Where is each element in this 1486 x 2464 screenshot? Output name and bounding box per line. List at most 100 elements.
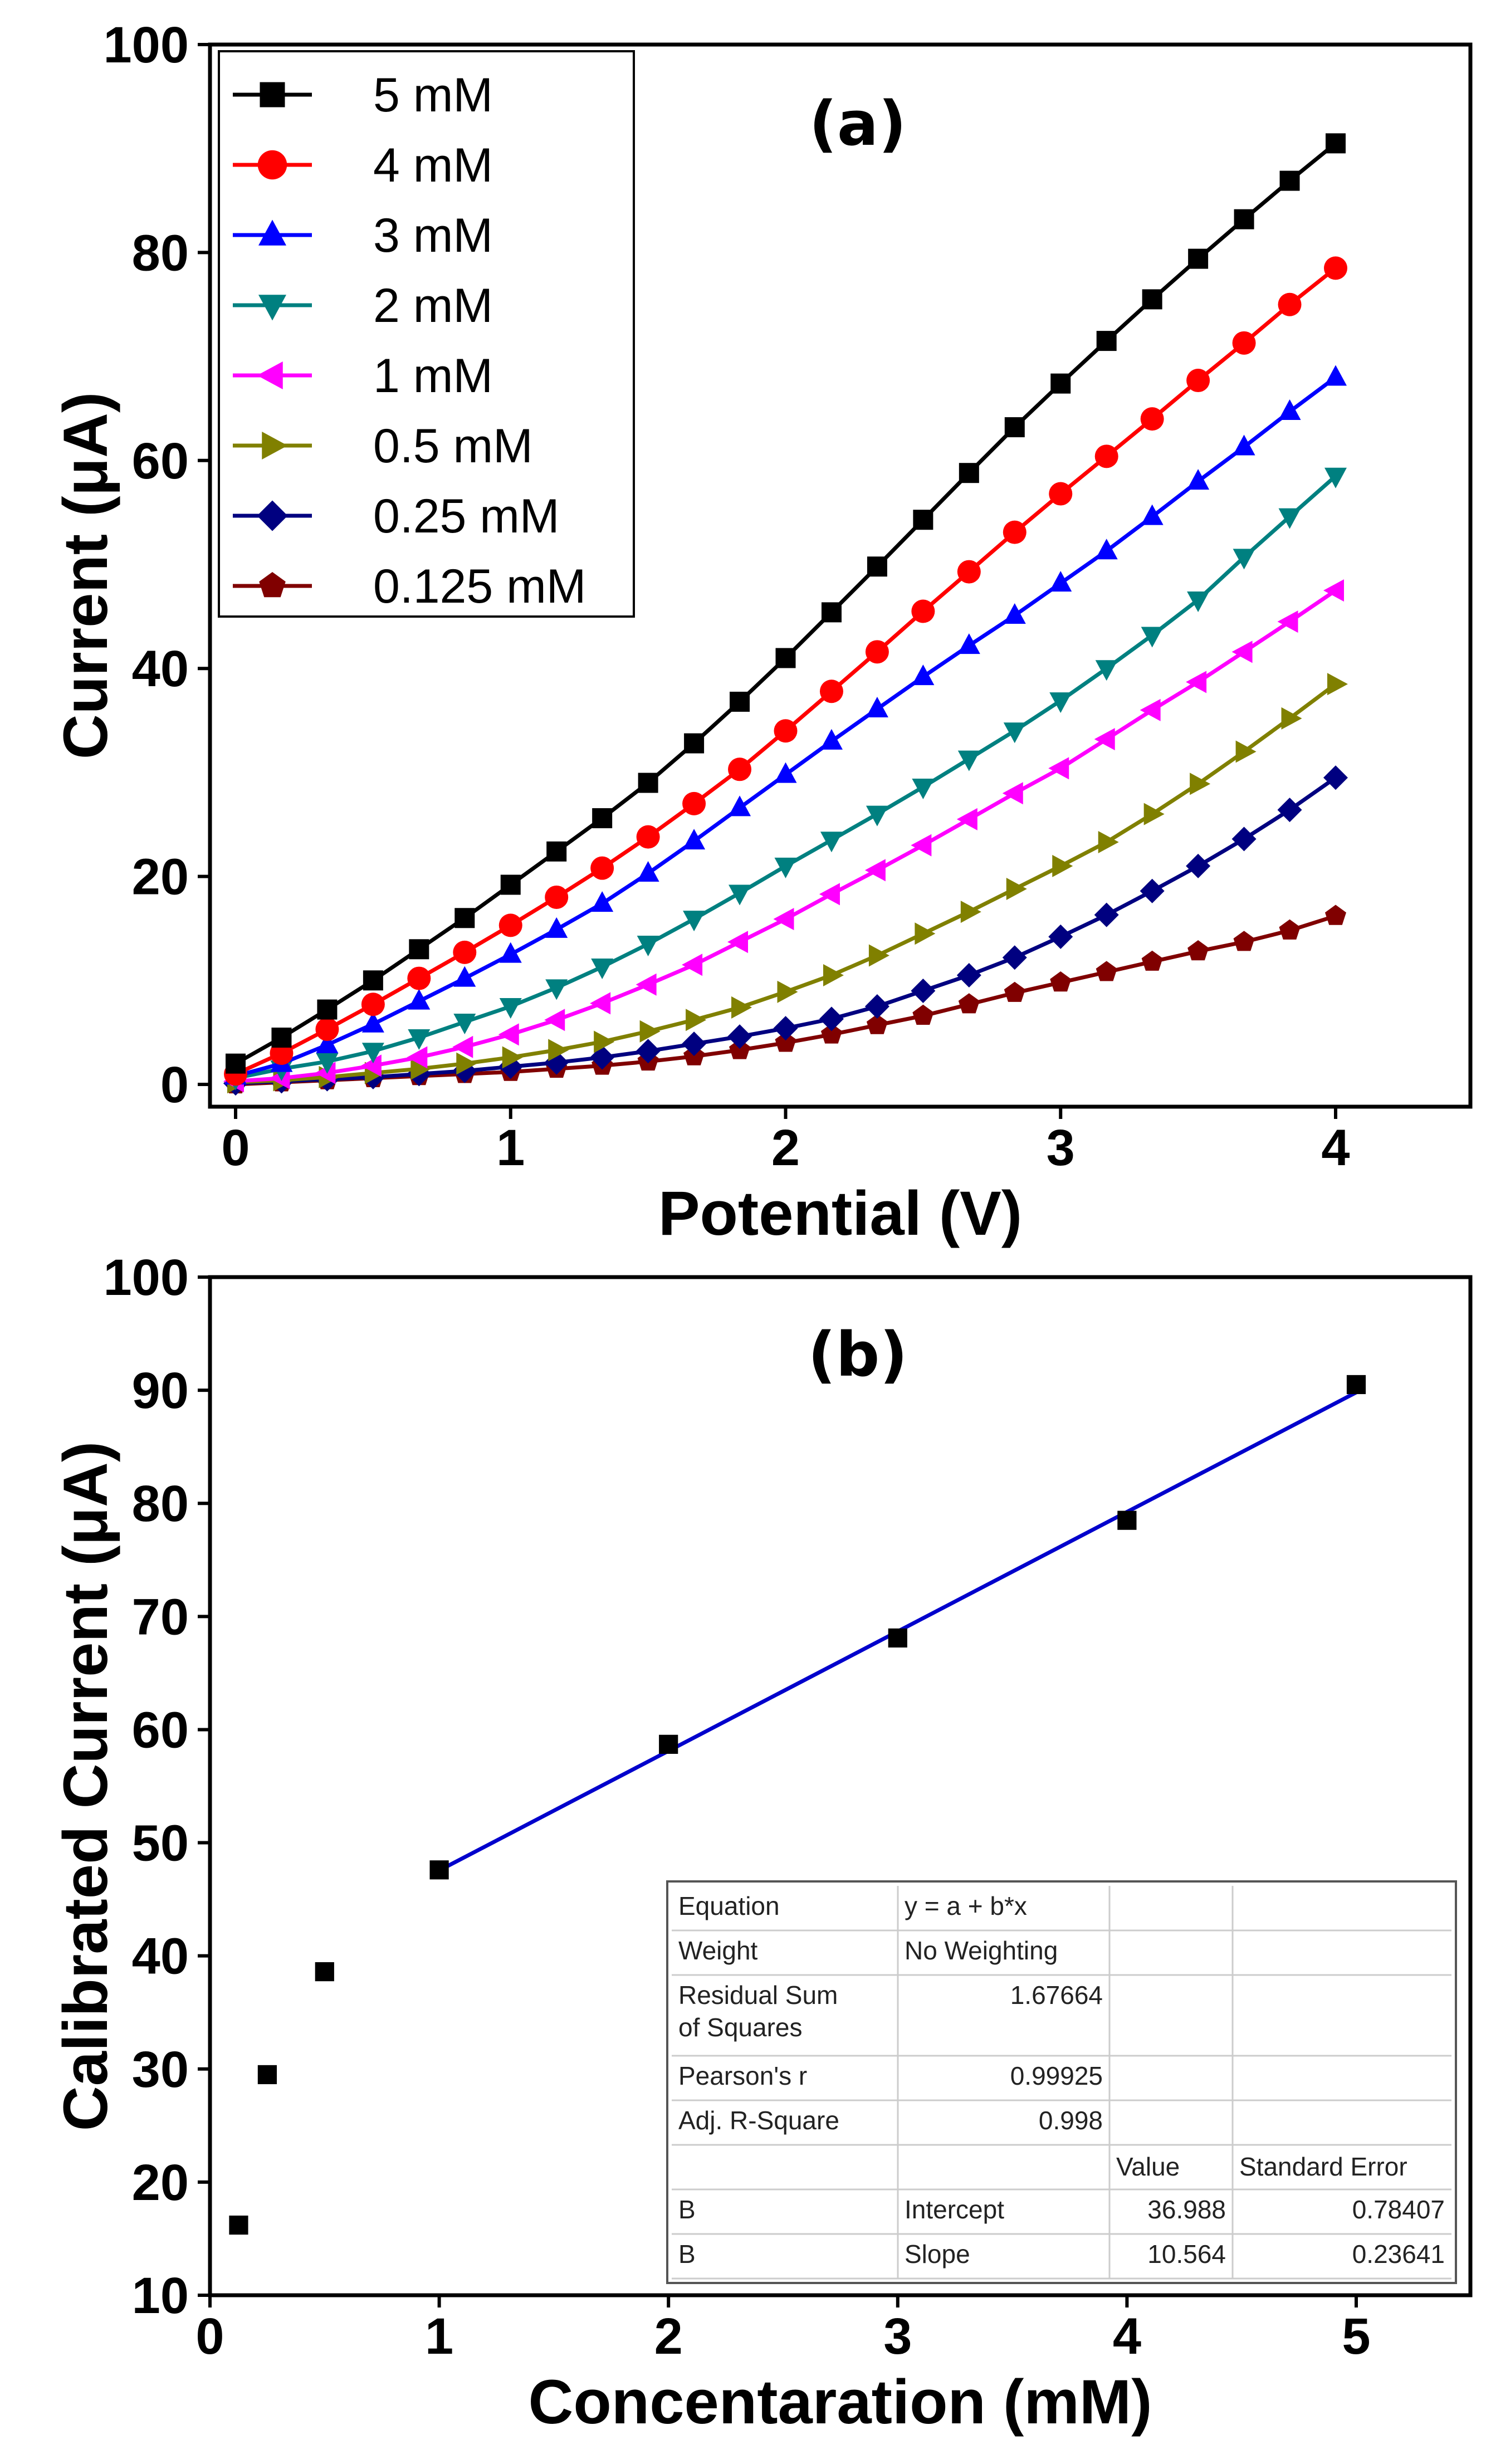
y-tick-label: 60 [132,1702,189,1758]
y-tick-label: 0 [160,1057,189,1113]
data-point [1049,571,1072,592]
data-point [866,805,888,827]
data-point [727,931,749,954]
data-point [407,966,431,990]
legend-label: 5 mM [373,69,493,122]
fit-results-table: Equation y = a + b*x Weight No Weighting Res… [666,1880,1457,2284]
data-point [498,1023,519,1046]
legend-marker [257,500,288,531]
legend-item: 2 mM [233,279,493,333]
plot-frame [208,42,1473,1109]
data-point [912,1004,934,1025]
legend-item: 5 mM [233,69,493,122]
data-point [1002,945,1027,970]
data-point [1003,722,1026,744]
data-point [407,1046,428,1069]
data-point [820,1023,842,1044]
data-point [1096,331,1117,351]
data-point [888,1628,907,1648]
data-point [408,989,431,1010]
data-point [1278,508,1301,529]
data-point [682,954,703,976]
table-row: Weight No Weighting [672,1936,1451,1976]
data-point [1278,292,1302,316]
x-tick-label: 0 [195,2308,224,2365]
data-point [1094,902,1119,927]
data-point [546,841,567,862]
data-point [315,1962,334,1982]
data-point [361,993,385,1016]
data-point [1141,627,1164,648]
data-point [868,944,889,967]
table-cell: Equation [678,1891,780,1920]
table-cell: 0.99925 [1010,2061,1103,2090]
data-point [545,917,568,938]
data-point [729,1039,751,1059]
data-point [777,980,798,1003]
data-point [1095,660,1118,681]
data-point [1231,641,1253,663]
data-point [866,1014,888,1034]
legend-label: 0.125 mM [373,560,586,613]
y-tick-label: 40 [132,1928,189,1985]
y-tick-label: 90 [132,1362,189,1419]
data-point [456,1052,477,1075]
x-tick-label: 1 [496,1119,525,1176]
table-cell: Residual Sum of Squares [678,1981,838,2042]
legend-marker [259,572,286,598]
data-point [1234,209,1254,229]
data-point [864,994,889,1019]
data-point [729,884,751,906]
series-1-mM [223,579,1344,1093]
data-point [1326,133,1346,154]
legend: 5 mM 4 mM 3 mM 2 mM 1 mM 0.5 mM 0.25 mM 0.125 m… [218,50,635,618]
y-tick-label: 100 [104,17,189,74]
data-point [774,857,797,878]
table-cell: 36.988 [1147,2195,1226,2224]
y-tick-label: 30 [132,2041,189,2098]
data-point [773,1016,798,1041]
table-cell: 0.998 [1039,2106,1103,2135]
data-point [912,664,935,686]
data-point [960,901,981,923]
data-point [1094,728,1115,751]
data-point [1143,803,1165,825]
data-point [911,834,932,857]
data-point [453,966,476,987]
table-row: B Intercept 36.988 0.78407 [672,2195,1451,2235]
legend-item: 3 mM [233,209,493,262]
table-cell: 0.23641 [1352,2240,1445,2269]
series-4-mM [224,256,1347,1086]
data-point [545,979,568,1000]
table-row: Adj. R-Square 0.998 [672,2106,1451,2146]
data-point [729,795,751,817]
data-point [1346,1375,1366,1395]
table-row: Pearson's r 0.99925 [672,2061,1451,2101]
data-point [410,1057,432,1080]
data-point [1324,365,1347,386]
data-point [867,556,887,577]
table-cell: Value [1116,2152,1180,2181]
table-cell: 0.78407 [1352,2195,1445,2224]
data-point [1187,940,1209,961]
data-point [1279,170,1300,191]
legend-marker [258,295,286,321]
x-tick-label: 1 [425,2308,453,2365]
table-row: B Slope 10.564 0.23641 [672,2240,1451,2280]
legend-box [218,50,635,618]
data-point [775,1031,796,1052]
data-point [229,2215,248,2235]
table-frame [666,1880,1457,2284]
panel-b-chart: 0 1 2 3 4 5 10 20 30 40 50 60 70 80 90 100 Concentaratio… [51,1249,1473,2437]
data-point [257,2065,277,2085]
data-point [1003,520,1026,544]
data-point [500,874,521,895]
table-cell: No Weighting [905,1936,1058,1965]
table-cell: B [678,2195,696,2224]
data-point [821,602,842,623]
data-point [453,940,477,964]
data-point [774,719,798,743]
x-axis-title: Potential (V) [658,1179,1022,1248]
legend-label: 1 mM [373,349,493,403]
